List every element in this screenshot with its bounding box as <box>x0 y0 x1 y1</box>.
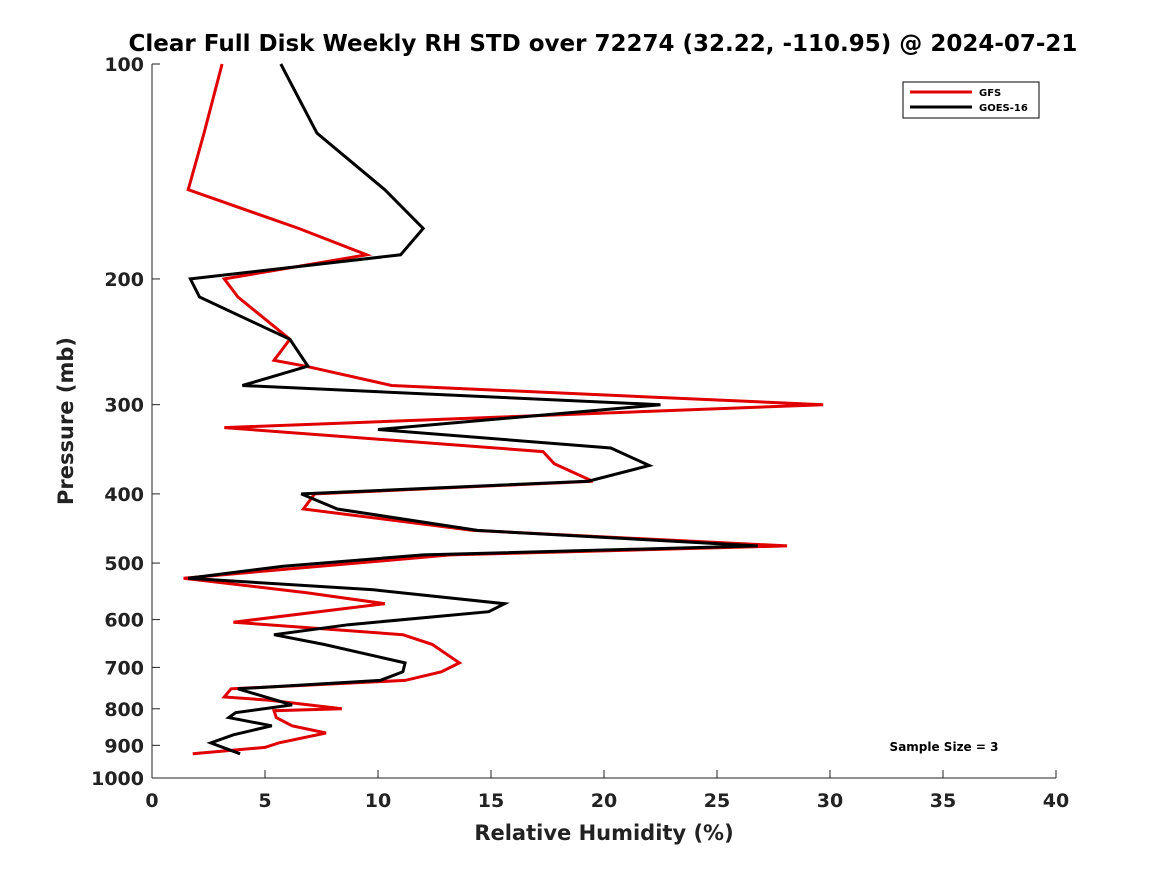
y-tick-label: 200 <box>104 269 144 291</box>
legend-box <box>902 81 1040 119</box>
series-layer <box>183 63 824 756</box>
series-line-gfs <box>183 63 824 756</box>
y-tick-label: 1000 <box>91 768 144 790</box>
legend-label-gfs: GFS <box>979 88 1001 99</box>
chart-title: Clear Full Disk Weekly RH STD over 72274… <box>129 31 1078 57</box>
chart-axes: 0 5 10 15 20 25 30 35 40 100 200 300 400 500 600 700 800… <box>91 54 1069 812</box>
y-tick-label: 400 <box>104 484 144 506</box>
y-tick-label: 600 <box>104 610 144 632</box>
x-tick-label: 10 <box>365 790 391 812</box>
x-tick-label: 15 <box>478 790 504 812</box>
x-tick-label: 5 <box>258 790 271 812</box>
legend-label-goes-16: GOES-16 <box>979 103 1028 114</box>
x-tick-label: 0 <box>145 790 158 812</box>
y-axis-title: Pressure (mb) <box>54 337 78 505</box>
x-tick-label: 35 <box>930 790 956 812</box>
y-tick-label: 900 <box>104 735 144 757</box>
series-line-goes-16 <box>188 63 758 756</box>
y-tick-label: 300 <box>104 395 144 417</box>
y-tick-label: 700 <box>104 657 144 679</box>
legend: GFS GOES-16 <box>902 81 1040 119</box>
x-axis-title: Relative Humidity (%) <box>474 821 733 845</box>
y-tick-label: 800 <box>104 699 144 721</box>
y-tick-label: 100 <box>104 54 144 76</box>
x-tick-label: 40 <box>1043 790 1069 812</box>
x-tick-label: 20 <box>591 790 617 812</box>
y-tick-label: 500 <box>104 553 144 575</box>
x-tick-label: 30 <box>817 790 843 812</box>
sample-size-annotation: Sample Size = 3 <box>890 740 999 754</box>
x-tick-label: 25 <box>704 790 730 812</box>
